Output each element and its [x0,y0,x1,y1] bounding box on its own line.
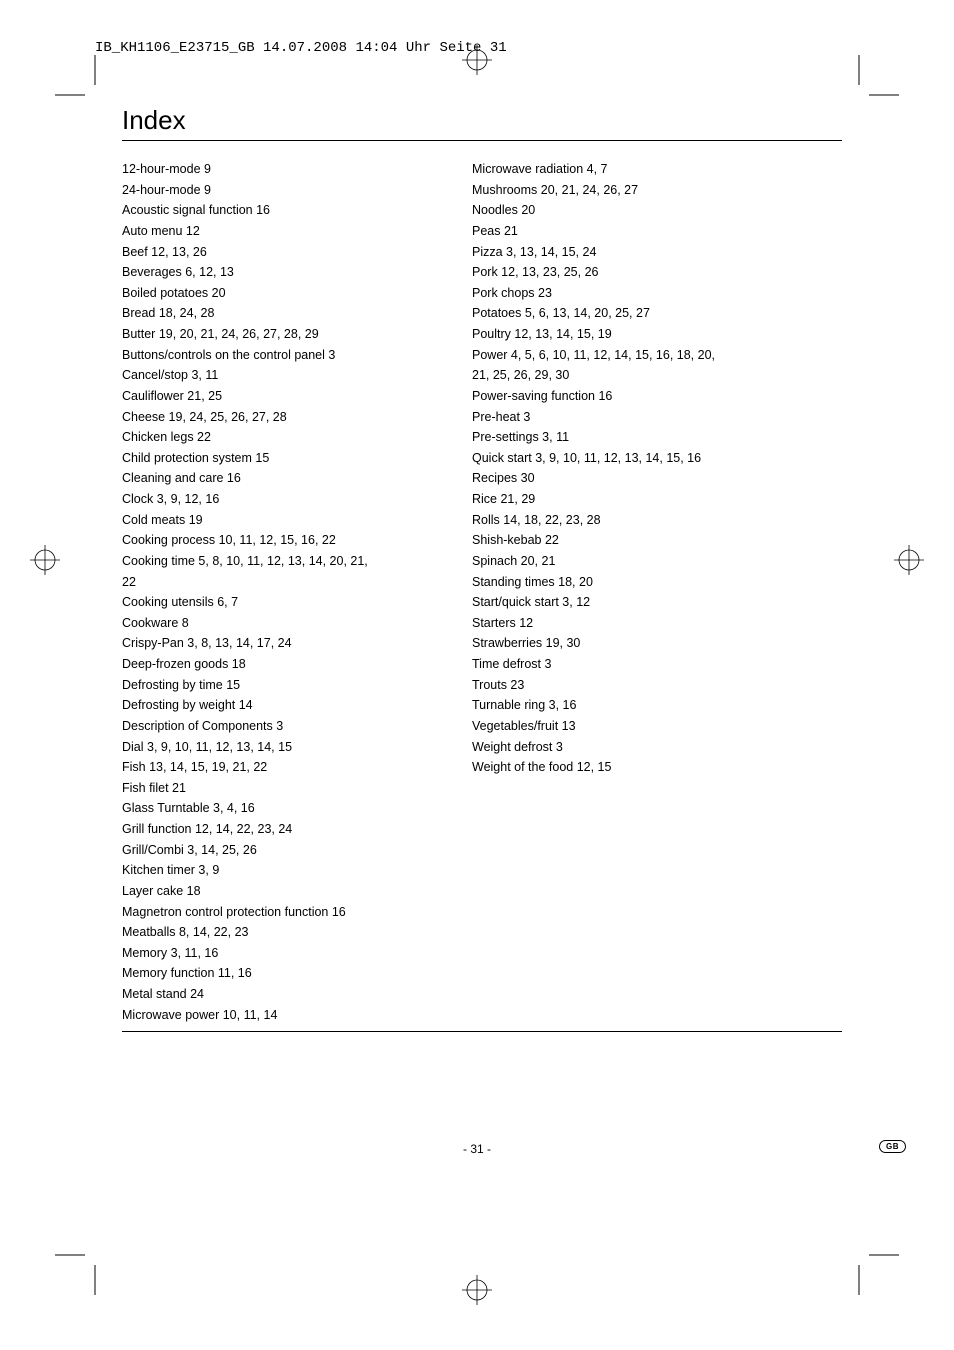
page-number: - 31 - [463,1142,491,1156]
index-entry: Cleaning and care 16 [122,468,472,489]
index-entry: Kitchen timer 3, 9 [122,860,472,881]
index-entry: Start/quick start 3, 12 [472,592,842,613]
index-entry: Fish filet 21 [122,778,472,799]
index-entry: Metal stand 24 [122,984,472,1005]
index-entry: Pre-settings 3, 11 [472,427,842,448]
registration-mark-right [894,545,924,575]
index-entry: Butter 19, 20, 21, 24, 26, 27, 28, 29 [122,324,472,345]
index-entry: 22 [122,572,472,593]
index-entry: Starters 12 [472,613,842,634]
crop-mark [93,55,97,85]
index-entry: Power 4, 5, 6, 10, 11, 12, 14, 15, 16, 1… [472,345,842,366]
index-entry: Rice 21, 29 [472,489,842,510]
index-entry: Auto menu 12 [122,221,472,242]
index-entry: Glass Turntable 3, 4, 16 [122,798,472,819]
index-entry: Beef 12, 13, 26 [122,242,472,263]
index-entry: Mushrooms 20, 21, 24, 26, 27 [472,180,842,201]
index-entry: Beverages 6, 12, 13 [122,262,472,283]
index-entry: Weight of the food 12, 15 [472,757,842,778]
crop-mark [869,93,899,97]
language-badge: GB [879,1140,906,1153]
page-title: Index [122,105,842,136]
index-entry: Rolls 14, 18, 22, 23, 28 [472,510,842,531]
index-entry: Quick start 3, 9, 10, 11, 12, 13, 14, 15… [472,448,842,469]
index-entry: Pre-heat 3 [472,407,842,428]
index-entry: Cooking process 10, 11, 12, 15, 16, 22 [122,530,472,551]
index-entry: Cancel/stop 3, 11 [122,365,472,386]
index-entry: Chicken legs 22 [122,427,472,448]
index-entry: Poultry 12, 13, 14, 15, 19 [472,324,842,345]
header-imprint: IB_KH1106_E23715_GB 14.07.2008 14:04 Uhr… [95,40,507,56]
index-entry: Deep-frozen goods 18 [122,654,472,675]
registration-mark-top [462,45,492,75]
index-entry: Strawberries 19, 30 [472,633,842,654]
index-entry: Turnable ring 3, 16 [472,695,842,716]
crop-mark [55,93,85,97]
index-entry: Memory function 11, 16 [122,963,472,984]
index-entry: Grill/Combi 3, 14, 25, 26 [122,840,472,861]
crop-mark [857,55,861,85]
index-entry: Cheese 19, 24, 25, 26, 27, 28 [122,407,472,428]
index-entry: Magnetron control protection function 16 [122,902,472,923]
index-entry: Time defrost 3 [472,654,842,675]
index-entry: Memory 3, 11, 16 [122,943,472,964]
index-entry: Noodles 20 [472,200,842,221]
title-rule [122,140,842,141]
index-entry: 24-hour-mode 9 [122,180,472,201]
index-entry: Vegetables/fruit 13 [472,716,842,737]
bottom-rule [122,1031,842,1032]
index-entry: Cooking utensils 6, 7 [122,592,472,613]
index-entry: Pizza 3, 13, 14, 15, 24 [472,242,842,263]
index-entry: Layer cake 18 [122,881,472,902]
index-entry: Cold meats 19 [122,510,472,531]
index-entry: Microwave radiation 4, 7 [472,159,842,180]
index-entry: Potatoes 5, 6, 13, 14, 20, 25, 27 [472,303,842,324]
index-entry: Defrosting by weight 14 [122,695,472,716]
index-entry: Clock 3, 9, 12, 16 [122,489,472,510]
index-columns: 12-hour-mode 924-hour-mode 9Acoustic sig… [122,159,842,1025]
crop-mark [857,1265,861,1295]
crop-mark [55,1253,85,1257]
crop-mark [869,1253,899,1257]
registration-mark-bottom [462,1275,492,1305]
index-entry: Grill function 12, 14, 22, 23, 24 [122,819,472,840]
index-entry: Bread 18, 24, 28 [122,303,472,324]
index-entry: Cookware 8 [122,613,472,634]
index-entry: Boiled potatoes 20 [122,283,472,304]
index-entry: Standing times 18, 20 [472,572,842,593]
index-entry: Pork 12, 13, 23, 25, 26 [472,262,842,283]
registration-mark-left [30,545,60,575]
index-column-right: Microwave radiation 4, 7Mushrooms 20, 21… [472,159,842,1025]
index-entry: 21, 25, 26, 29, 30 [472,365,842,386]
crop-mark [93,1265,97,1295]
index-entry: Acoustic signal function 16 [122,200,472,221]
index-entry: Spinach 20, 21 [472,551,842,572]
index-entry: Cauliflower 21, 25 [122,386,472,407]
index-entry: Dial 3, 9, 10, 11, 12, 13, 14, 15 [122,737,472,758]
index-entry: Power-saving function 16 [472,386,842,407]
index-entry: Description of Components 3 [122,716,472,737]
index-entry: Peas 21 [472,221,842,242]
index-entry: Pork chops 23 [472,283,842,304]
index-column-left: 12-hour-mode 924-hour-mode 9Acoustic sig… [122,159,472,1025]
index-entry: Crispy-Pan 3, 8, 13, 14, 17, 24 [122,633,472,654]
index-entry: 12-hour-mode 9 [122,159,472,180]
index-entry: Weight defrost 3 [472,737,842,758]
index-entry: Microwave power 10, 11, 14 [122,1005,472,1026]
index-entry: Recipes 30 [472,468,842,489]
index-entry: Shish-kebab 22 [472,530,842,551]
index-entry: Trouts 23 [472,675,842,696]
index-entry: Fish 13, 14, 15, 19, 21, 22 [122,757,472,778]
index-entry: Buttons/controls on the control panel 3 [122,345,472,366]
index-entry: Cooking time 5, 8, 10, 11, 12, 13, 14, 2… [122,551,472,572]
index-entry: Child protection system 15 [122,448,472,469]
index-entry: Meatballs 8, 14, 22, 23 [122,922,472,943]
page-content: Index 12-hour-mode 924-hour-mode 9Acoust… [122,105,842,1032]
index-entry: Defrosting by time 15 [122,675,472,696]
